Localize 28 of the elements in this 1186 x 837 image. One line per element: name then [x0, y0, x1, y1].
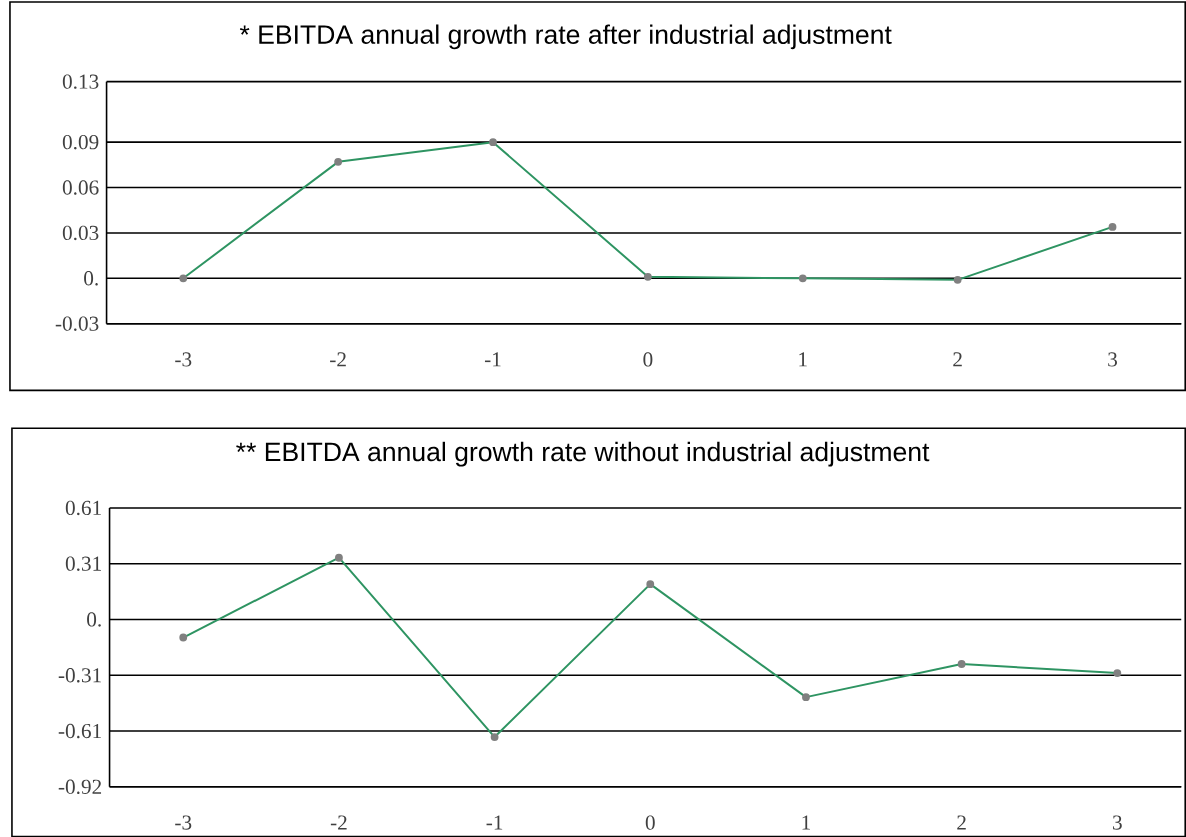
chart-title: ** EBITDA annual growth rate without industrial adjustment: [236, 441, 930, 467]
y-tick-label: 0.09: [62, 134, 99, 150]
x-tick-label: 2: [953, 352, 962, 367]
x-tick-label: -1: [486, 815, 503, 830]
y-tick-label: 0.31: [65, 556, 101, 571]
y-tick-label: 0.13: [62, 74, 99, 89]
x-tick-label: -3: [175, 815, 192, 830]
x-tick-label: 0: [643, 352, 653, 367]
x-tick-label: -1: [484, 352, 501, 367]
x-tick-label: 3: [1108, 352, 1117, 367]
x-tick-label: -3: [175, 352, 192, 367]
y-tick-label: 0.: [84, 270, 98, 286]
x-tick-label: -2: [330, 815, 347, 830]
x-tick-label: 1: [802, 815, 810, 830]
x-tick-label: 1: [799, 352, 807, 367]
y-tick-label: -0.61: [58, 723, 101, 739]
y-tick-label: 0.61: [65, 500, 101, 515]
x-tick-label: 3: [1113, 815, 1122, 830]
chart-title: * EBITDA annual growth rate after industrial adjustment: [239, 24, 892, 50]
y-tick-label: 0.06: [62, 180, 99, 195]
y-tick-label: -0.31: [58, 667, 101, 683]
y-tick-label: 0.: [87, 612, 101, 627]
x-tick-label: 0: [645, 815, 655, 830]
y-tick-label: -0.03: [55, 316, 99, 331]
x-tick-label: -2: [330, 352, 346, 367]
y-tick-label: -0.92: [58, 779, 102, 794]
y-tick-label: 0.03: [62, 225, 99, 240]
x-tick-label: 2: [957, 815, 966, 830]
